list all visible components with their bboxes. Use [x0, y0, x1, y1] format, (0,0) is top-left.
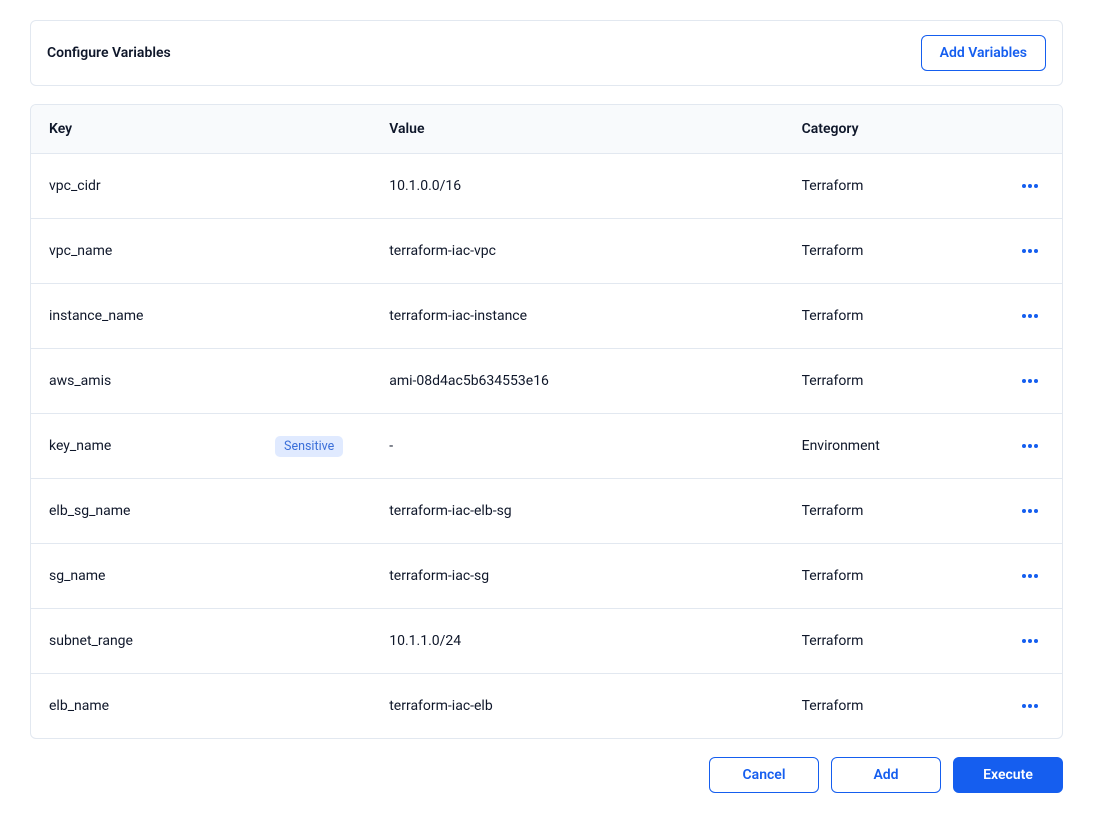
table-row: instance_name terraform-iac-instanceTerra… — [31, 284, 1062, 349]
variable-category: Terraform — [784, 284, 970, 349]
more-horizontal-icon — [1020, 696, 1040, 716]
table-row: aws_amis ami-08d4ac5b634553e16Terraform — [31, 349, 1062, 414]
variable-key: vpc_name — [49, 243, 112, 259]
column-header-category: Category — [784, 105, 970, 154]
table-row: vpc_cidr 10.1.0.0/16Terraform — [31, 154, 1062, 219]
row-actions-button[interactable] — [1016, 692, 1044, 720]
variables-table-container: Key Value Category vpc_cidr10.1.0.0/16Te… — [30, 104, 1063, 739]
add-button[interactable]: Add — [831, 757, 941, 793]
variable-category: Terraform — [784, 544, 970, 609]
footer-actions: Cancel Add Execute — [30, 757, 1063, 793]
more-horizontal-icon — [1020, 436, 1040, 456]
variable-category: Terraform — [784, 154, 970, 219]
table-row: vpc_name terraform-iac-vpcTerraform — [31, 219, 1062, 284]
row-actions-button[interactable] — [1016, 367, 1044, 395]
table-row: sg_name terraform-iac-sgTerraform — [31, 544, 1062, 609]
variable-key: elb_name — [49, 698, 109, 714]
row-actions-button[interactable] — [1016, 172, 1044, 200]
variable-key: vpc_cidr — [49, 178, 101, 194]
row-actions-button[interactable] — [1016, 627, 1044, 655]
variable-value: terraform-iac-instance — [371, 284, 783, 349]
row-actions-button[interactable] — [1016, 432, 1044, 460]
variable-key: sg_name — [49, 568, 105, 584]
table-row: elb_sg_name terraform-iac-elb-sgTerraform — [31, 479, 1062, 544]
variable-value: 10.1.0.0/16 — [371, 154, 783, 219]
variable-value: ami-08d4ac5b634553e16 — [371, 349, 783, 414]
sensitive-badge: Sensitive — [275, 436, 343, 457]
row-actions-button[interactable] — [1016, 237, 1044, 265]
panel-title: Configure Variables — [47, 45, 171, 61]
variable-category: Terraform — [784, 674, 970, 739]
variable-category: Terraform — [784, 219, 970, 284]
row-actions-button[interactable] — [1016, 302, 1044, 330]
column-header-actions — [969, 105, 1062, 154]
variable-key: aws_amis — [49, 373, 111, 389]
table-row: key_name Sensitive -Environment — [31, 414, 1062, 479]
variable-key: subnet_range — [49, 633, 133, 649]
variable-key: key_name — [49, 438, 111, 454]
column-header-key: Key — [31, 105, 371, 154]
variable-key: instance_name — [49, 308, 143, 324]
variable-value: terraform-iac-elb — [371, 674, 783, 739]
row-actions-button[interactable] — [1016, 497, 1044, 525]
variables-table: Key Value Category vpc_cidr10.1.0.0/16Te… — [31, 105, 1062, 738]
row-actions-button[interactable] — [1016, 562, 1044, 590]
column-header-value: Value — [371, 105, 783, 154]
add-variables-button[interactable]: Add Variables — [921, 35, 1046, 71]
variable-category: Terraform — [784, 479, 970, 544]
variable-category: Terraform — [784, 609, 970, 674]
more-horizontal-icon — [1020, 371, 1040, 391]
more-horizontal-icon — [1020, 241, 1040, 261]
table-row: subnet_range 10.1.1.0/24Terraform — [31, 609, 1062, 674]
more-horizontal-icon — [1020, 176, 1040, 196]
more-horizontal-icon — [1020, 306, 1040, 326]
variable-category: Environment — [784, 414, 970, 479]
variable-value: terraform-iac-vpc — [371, 219, 783, 284]
configure-variables-panel: Configure Variables Add Variables — [30, 20, 1063, 86]
more-horizontal-icon — [1020, 501, 1040, 521]
execute-button[interactable]: Execute — [953, 757, 1063, 793]
table-row: elb_name terraform-iac-elbTerraform — [31, 674, 1062, 739]
more-horizontal-icon — [1020, 566, 1040, 586]
more-horizontal-icon — [1020, 631, 1040, 651]
panel-header: Configure Variables Add Variables — [31, 21, 1062, 85]
variable-value: terraform-iac-elb-sg — [371, 479, 783, 544]
variable-category: Terraform — [784, 349, 970, 414]
cancel-button[interactable]: Cancel — [709, 757, 819, 793]
variable-value: 10.1.1.0/24 — [371, 609, 783, 674]
variable-key: elb_sg_name — [49, 503, 130, 519]
variable-value: - — [371, 414, 783, 479]
variable-value: terraform-iac-sg — [371, 544, 783, 609]
